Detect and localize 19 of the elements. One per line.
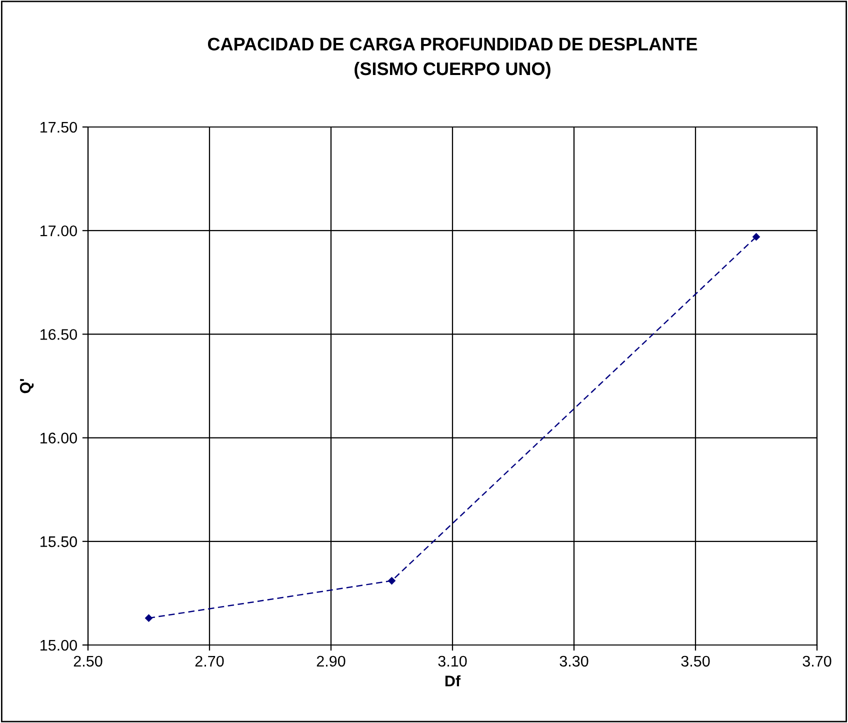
point (388, 577, 396, 584)
x-tick-label: 2.90 (316, 656, 346, 667)
x-tick-label: 3.70 (802, 656, 832, 667)
point (752, 233, 760, 240)
point (145, 614, 152, 622)
y-axis-title: Q' (20, 379, 34, 394)
x-axis-title: Df (445, 675, 461, 686)
x-tick-label: 3.50 (681, 656, 710, 667)
y-tick-label: 15.50 (40, 536, 77, 548)
y-tick-label: 16.50 (40, 329, 77, 340)
x-tick-label: 2.50 (74, 656, 102, 667)
y-tick-label: 16.00 (40, 432, 77, 444)
x-tick-label: 3.30 (560, 656, 588, 667)
y-tick-label: 17.00 (40, 225, 77, 236)
x-tick-label: 3.10 (438, 656, 467, 667)
chart-title: CAPACIDAD DE CARGA PROFUNDIDAD DE DESPLANTE (SISMO CUERPO UNO) (208, 38, 698, 79)
y-tick-label: 17.50 (40, 122, 77, 133)
x-tick-label: 2.70 (195, 656, 224, 667)
y-tick-label: 15.00 (40, 640, 77, 651)
